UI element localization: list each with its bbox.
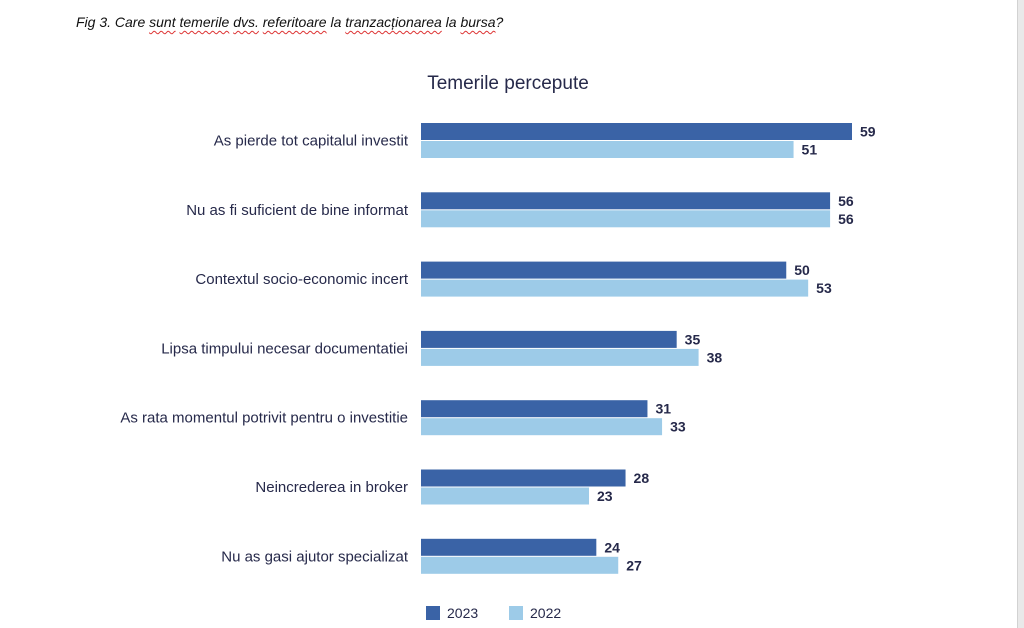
- category-label-as-pierde-tot-capitalul-investit: As pierde tot capitalul investit: [214, 133, 409, 150]
- bar-2023-neincrederea-in-broker: [421, 469, 626, 487]
- bar-2023-nu-as-fi-suficient-de-bine-informat: [421, 192, 831, 210]
- data-label-2023-neincrederea-in-broker: 28: [634, 470, 650, 486]
- caption-word-bursa: bursa: [460, 14, 496, 30]
- bar-2022-as-pierde-tot-capitalul-investit: [421, 141, 794, 158]
- category-label-lipsa-timpului-necesar-documentatiei: Lipsa timpului necesar documentatiei: [161, 340, 408, 357]
- category-label-nu-as-fi-suficient-de-bine-informat: Nu as fi suficient de bine informat: [186, 202, 409, 219]
- data-label-2022-nu-as-gasi-ajutor-specializat: 27: [626, 557, 642, 573]
- caption-connector-2: la: [441, 14, 461, 30]
- data-label-2023-lipsa-timpului-necesar-documentatiei: 35: [685, 331, 701, 347]
- caption-suffix: ?: [495, 14, 504, 30]
- data-label-2022-nu-as-fi-suficient-de-bine-informat: 56: [838, 211, 854, 227]
- caption-prefix: Fig 3. Care: [76, 14, 150, 30]
- bar-2022-nu-as-fi-suficient-de-bine-informat: [421, 210, 831, 228]
- category-label-contextul-socio-economic-incert: Contextul socio-economic incert: [195, 271, 408, 288]
- data-label-2023-contextul-socio-economic-incert: 50: [794, 262, 810, 278]
- bar-2022-lipsa-timpului-necesar-documentatiei: [421, 348, 699, 366]
- caption-word-referitoare: referitoare: [262, 14, 327, 30]
- data-label-2022-as-rata-momentul-potrivit-pentru-o-investitie: 33: [670, 419, 686, 435]
- category-label-neincrederea-in-broker: Neincrederea in broker: [255, 479, 408, 496]
- bar-2023-lipsa-timpului-necesar-documentatiei: [421, 330, 677, 348]
- figure-caption: Fig 3. Care sunt temerile dvs. referitoa…: [76, 14, 503, 30]
- bar-2022-nu-as-gasi-ajutor-specializat: [421, 556, 619, 574]
- bar-2022-contextul-socio-economic-incert: [421, 279, 809, 297]
- category-label-as-rata-momentul-potrivit-pentru-o-investitie: As rata momentul potrivit pentru o inves…: [120, 410, 408, 427]
- legend-swatch-2022: [509, 606, 523, 620]
- bar-2023-as-rata-momentul-potrivit-pentru-o-investitie: [421, 400, 648, 418]
- caption-word-sunt: sunt: [149, 14, 176, 30]
- bar-2022-as-rata-momentul-potrivit-pentru-o-investitie: [421, 418, 663, 436]
- bar-2023-contextul-socio-economic-incert: [421, 261, 787, 279]
- bar-2023-as-pierde-tot-capitalul-investit: [421, 123, 852, 140]
- caption-connector-1: la: [326, 14, 346, 30]
- bar-2022-neincrederea-in-broker: [421, 487, 590, 505]
- caption-word-dvs: dvs.: [233, 14, 259, 30]
- data-label-2023-as-pierde-tot-capitalul-investit: 59: [860, 124, 876, 140]
- data-label-2023-nu-as-gasi-ajutor-specializat: 24: [604, 539, 620, 555]
- data-label-2022-lipsa-timpului-necesar-documentatiei: 38: [707, 349, 723, 365]
- category-label-nu-as-gasi-ajutor-specializat: Nu as gasi ajutor specializat: [221, 548, 409, 565]
- window-edge: [1017, 0, 1024, 628]
- legend-label-2022: 2022: [530, 605, 561, 621]
- bar-2023-nu-as-gasi-ajutor-specializat: [421, 538, 597, 556]
- caption-word-temerile: temerile: [179, 14, 230, 30]
- data-label-2022-neincrederea-in-broker: 23: [597, 488, 613, 504]
- legend-label-2023: 2023: [447, 605, 478, 621]
- data-label-2022-contextul-socio-economic-incert: 53: [816, 280, 832, 296]
- legend-swatch-2023: [426, 606, 440, 620]
- data-label-2022-as-pierde-tot-capitalul-investit: 51: [802, 142, 818, 158]
- data-label-2023-nu-as-fi-suficient-de-bine-informat: 56: [838, 193, 854, 209]
- data-label-2023-as-rata-momentul-potrivit-pentru-o-investitie: 31: [655, 401, 671, 417]
- caption-word-tranzactionarea: tranzacționarea: [345, 14, 442, 30]
- chart-title: Temerile percepute: [427, 73, 589, 94]
